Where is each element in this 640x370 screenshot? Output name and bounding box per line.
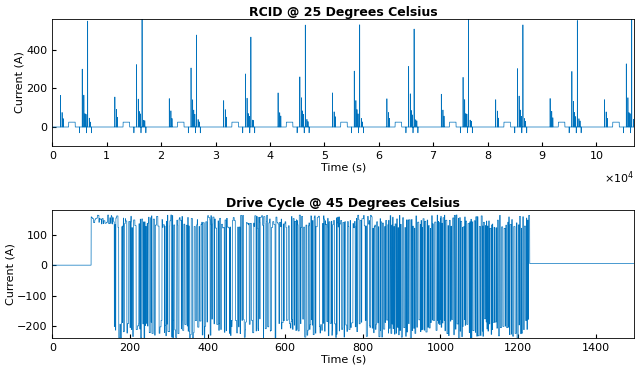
- Title: Drive Cycle @ 45 Degrees Celsius: Drive Cycle @ 45 Degrees Celsius: [227, 197, 460, 211]
- Text: $\times10^4$: $\times10^4$: [604, 169, 634, 186]
- X-axis label: Time (s): Time (s): [321, 162, 366, 173]
- Y-axis label: Current (A): Current (A): [6, 243, 15, 305]
- Y-axis label: Current (A): Current (A): [15, 51, 25, 113]
- X-axis label: Time (s): Time (s): [321, 354, 366, 364]
- Title: RCID @ 25 Degrees Celsius: RCID @ 25 Degrees Celsius: [249, 6, 438, 18]
